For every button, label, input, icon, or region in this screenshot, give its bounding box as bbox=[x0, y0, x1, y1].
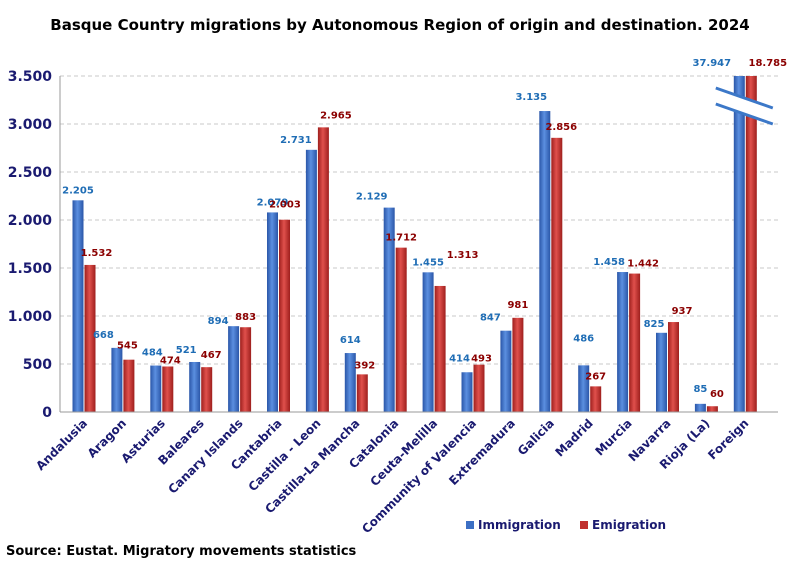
bar-emigration bbox=[279, 219, 290, 412]
bar-emigration bbox=[434, 285, 446, 412]
data-label-immigration: 3.135 bbox=[515, 92, 547, 103]
data-label-immigration: 484 bbox=[142, 348, 163, 359]
bar-emigration bbox=[356, 374, 368, 412]
axis-break-line bbox=[715, 102, 774, 126]
data-label-immigration: 847 bbox=[480, 313, 501, 324]
data-label-emigration: 1.442 bbox=[627, 259, 659, 270]
data-label-emigration: 883 bbox=[235, 312, 256, 323]
bar-emigration bbox=[551, 137, 563, 412]
data-label-emigration: 2.003 bbox=[269, 200, 301, 211]
data-label-immigration: 894 bbox=[208, 316, 229, 327]
data-label-immigration: 2.205 bbox=[62, 185, 94, 196]
data-label-emigration: 1.532 bbox=[81, 248, 113, 259]
data-label-emigration: 545 bbox=[117, 341, 138, 352]
x-tick-label: Foreign bbox=[705, 416, 751, 462]
bar-emigration bbox=[629, 273, 641, 412]
data-label-immigration: 1.458 bbox=[593, 257, 625, 268]
data-label-emigration: 937 bbox=[672, 306, 693, 317]
data-label-immigration: 37.947 bbox=[693, 58, 732, 69]
bar-immigration bbox=[267, 212, 278, 412]
y-tick-label: 0 bbox=[42, 405, 52, 421]
data-label-emigration: 1.313 bbox=[447, 250, 479, 261]
data-label-emigration: 392 bbox=[354, 360, 375, 371]
y-tick-label: 500 bbox=[23, 357, 52, 373]
legend-label-immigration: Immigration bbox=[478, 518, 561, 532]
x-tick-label: Ceuta-Melilla bbox=[367, 416, 440, 489]
data-label-emigration: 493 bbox=[471, 354, 492, 365]
bar-immigration bbox=[617, 272, 629, 412]
data-label-emigration: 467 bbox=[201, 350, 222, 361]
legend-swatch-immigration bbox=[466, 521, 474, 529]
legend-label-emigration: Emigration bbox=[592, 518, 667, 532]
bar-immigration bbox=[344, 353, 356, 412]
data-label-immigration: 614 bbox=[340, 335, 361, 346]
y-tick-label: 3.000 bbox=[8, 117, 53, 133]
bar-immigration bbox=[733, 76, 745, 412]
bar-emigration bbox=[162, 366, 174, 412]
data-label-immigration: 1.455 bbox=[412, 257, 444, 268]
data-label-immigration: 2.731 bbox=[280, 135, 312, 146]
data-label-emigration: 60 bbox=[710, 389, 724, 400]
data-label-emigration: 2.965 bbox=[320, 110, 352, 121]
data-label-immigration: 486 bbox=[573, 333, 594, 344]
y-tick-label: 3.500 bbox=[8, 69, 53, 85]
data-label-immigration: 825 bbox=[644, 319, 665, 330]
bar-immigration bbox=[656, 332, 667, 412]
bar-immigration bbox=[383, 207, 395, 412]
bar-emigration bbox=[84, 264, 96, 412]
x-tick-label: Extremadura bbox=[446, 416, 518, 488]
bar-emigration bbox=[512, 317, 524, 412]
bar-emigration bbox=[590, 386, 602, 412]
data-label-immigration: 85 bbox=[693, 384, 707, 395]
data-label-immigration: 414 bbox=[449, 353, 470, 364]
bar-emigration bbox=[706, 406, 718, 412]
legend-item-emigration: Emigration bbox=[580, 518, 666, 532]
bar-immigration bbox=[111, 347, 123, 412]
bar-immigration bbox=[150, 365, 162, 412]
x-tick-label: Andalusia bbox=[33, 416, 90, 473]
bar-emigration bbox=[473, 364, 485, 412]
data-label-emigration: 2.856 bbox=[545, 122, 577, 133]
source-note: Source: Eustat. Migratory movements stat… bbox=[6, 544, 357, 559]
bar-immigration bbox=[72, 200, 84, 412]
y-tick-label: 1.500 bbox=[8, 261, 53, 277]
bar-emigration bbox=[395, 247, 407, 412]
bar-immigration bbox=[539, 111, 551, 412]
bar-emigration bbox=[745, 76, 757, 412]
x-tick-label: Castilla - Leon bbox=[246, 416, 324, 494]
bar-emigration bbox=[201, 367, 213, 412]
legend-item-immigration: Immigration bbox=[466, 518, 561, 532]
bar-immigration bbox=[461, 372, 473, 412]
bar-emigration bbox=[317, 127, 329, 413]
data-label-immigration: 521 bbox=[176, 345, 197, 356]
bar-emigration bbox=[123, 359, 135, 412]
bar-immigration bbox=[189, 361, 201, 412]
x-tick-label: Galicia bbox=[515, 416, 557, 458]
bar-immigration bbox=[578, 365, 590, 412]
bar-emigration bbox=[668, 322, 679, 412]
bar-immigration bbox=[500, 330, 512, 412]
axis-break-gap bbox=[715, 88, 773, 124]
data-label-emigration: 267 bbox=[585, 371, 606, 382]
data-label-immigration: 2.129 bbox=[356, 192, 388, 203]
chart-title: Basque Country migrations by Autonomous … bbox=[50, 16, 750, 34]
axis-break-line bbox=[715, 86, 774, 110]
data-label-immigration: 2.079 bbox=[257, 197, 289, 208]
legend-swatch-emigration bbox=[580, 521, 588, 529]
y-tick-label: 1.000 bbox=[8, 309, 53, 325]
bar-immigration bbox=[228, 326, 240, 412]
data-label-emigration: 18.785 bbox=[749, 58, 788, 69]
x-tick-label: Madrid bbox=[553, 416, 596, 459]
bar-immigration bbox=[694, 403, 706, 412]
data-label-emigration: 981 bbox=[507, 300, 528, 311]
y-tick-label: 2.000 bbox=[8, 213, 53, 229]
data-label-emigration: 1.712 bbox=[385, 233, 417, 244]
bar-immigration bbox=[422, 272, 434, 412]
data-label-emigration: 474 bbox=[160, 355, 181, 366]
bar-immigration bbox=[305, 149, 317, 412]
y-tick-label: 2.500 bbox=[8, 165, 53, 181]
bar-emigration bbox=[240, 327, 252, 412]
data-label-immigration: 668 bbox=[93, 330, 114, 341]
